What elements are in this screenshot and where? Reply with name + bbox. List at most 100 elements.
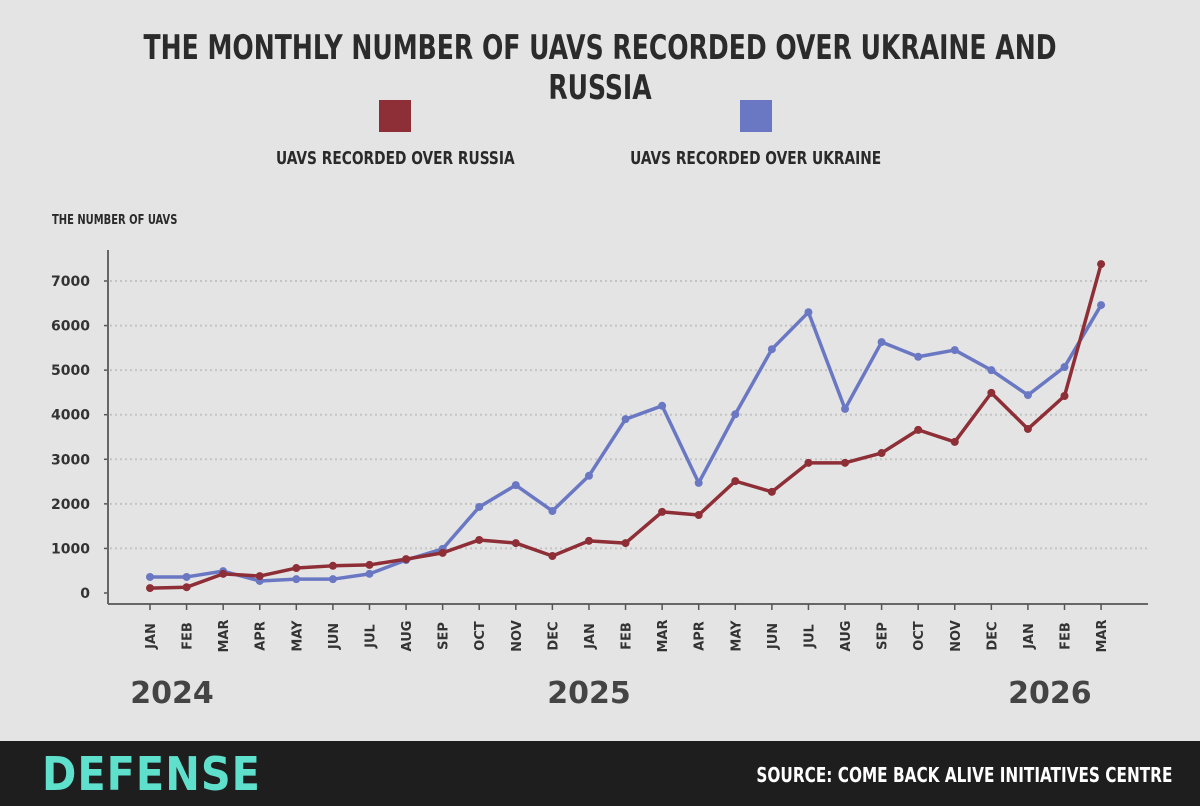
data-point	[804, 308, 813, 317]
data-point	[584, 536, 593, 545]
data-point	[914, 425, 923, 434]
data-point	[548, 506, 557, 515]
y-tick-label: 1000	[51, 541, 90, 557]
data-point	[987, 388, 996, 397]
x-tick-label: APR	[254, 621, 269, 651]
x-tick-label: DEC	[546, 621, 561, 650]
legend-label-russia: UAVS RECORDED OVER RUSSIA	[276, 148, 515, 169]
data-point	[914, 352, 923, 361]
data-point	[804, 458, 813, 467]
data-point	[1060, 391, 1069, 400]
data-point	[1097, 260, 1106, 269]
year-label: 2025	[547, 676, 631, 711]
data-point	[511, 539, 520, 548]
x-tick-label: SEP	[437, 622, 452, 650]
data-point	[511, 481, 520, 490]
data-point	[877, 449, 886, 458]
data-point	[255, 572, 264, 581]
x-tick-label: AUG	[400, 621, 415, 652]
legend-swatch-ukraine	[739, 100, 772, 132]
data-point	[328, 561, 337, 570]
data-point	[475, 535, 484, 544]
data-point	[987, 366, 996, 375]
chart-title: THE MONTHLY NUMBER OF UAVS RECORDED OVER…	[143, 28, 1057, 108]
data-point	[877, 338, 886, 347]
y-tick-label: 3000	[51, 452, 90, 468]
x-tick-label: OCT	[473, 621, 488, 651]
year-label: 2026	[1008, 676, 1092, 711]
legend-label-ukraine: UAVS RECORDED OVER UKRAINE	[630, 148, 882, 169]
data-point	[584, 471, 593, 480]
data-point	[365, 569, 374, 578]
data-point	[365, 560, 374, 569]
year-label: 2024	[130, 676, 214, 711]
x-tick-label: APR	[693, 621, 708, 651]
data-point	[694, 478, 703, 487]
data-point	[1060, 363, 1069, 372]
x-tick-label: MAY	[729, 620, 744, 652]
data-point	[767, 487, 776, 496]
x-tick-label: AUG	[839, 621, 854, 652]
data-point	[219, 569, 228, 578]
data-point	[621, 415, 630, 424]
x-tick-label: JAN	[1022, 623, 1037, 650]
x-tick-label: JUN	[327, 623, 342, 650]
data-point	[182, 583, 191, 592]
y-axis-label: THE NUMBER OF UAVS	[52, 213, 178, 228]
data-point	[475, 502, 484, 511]
x-tick-label: NOV	[949, 620, 964, 652]
y-tick-label: 7000	[51, 274, 90, 290]
data-point	[438, 548, 447, 557]
data-point	[731, 410, 740, 419]
y-tick-label: 2000	[51, 497, 90, 513]
x-tick-label: JAN	[583, 623, 598, 650]
y-tick-label: 4000	[51, 408, 90, 424]
y-tick-label: 5000	[51, 363, 90, 379]
x-tick-label: MAR	[217, 619, 232, 652]
data-point	[841, 404, 850, 413]
x-tick-label: NOV	[510, 620, 525, 652]
x-tick-label: MAY	[290, 620, 305, 652]
legend-swatch-russia	[379, 100, 412, 132]
x-tick-label: JAN	[144, 623, 159, 650]
x-tick-label: JUL	[802, 624, 817, 649]
x-tick-label: JUL	[363, 624, 378, 649]
line-chart: 0 1000 2000 3000 4000 5000 6000 7000 JAN FEB MAR AP…	[51, 250, 1148, 711]
x-tick-label: FEB	[1059, 622, 1074, 650]
x-tick-label: JUN	[766, 623, 781, 650]
y-tick-label: 0	[80, 586, 90, 602]
data-point	[548, 552, 557, 561]
data-point	[658, 507, 667, 516]
data-point	[621, 539, 630, 548]
legend-item-russia: UAVS RECORDED OVER RUSSIA	[255, 100, 536, 169]
data-point	[292, 575, 301, 584]
data-point	[1097, 301, 1106, 310]
footer: DEFENSE SOURCE: COME BACK ALIVE INITIATI…	[0, 741, 1200, 806]
x-tick-label: OCT	[912, 621, 927, 651]
data-point	[694, 511, 703, 519]
data-point	[146, 584, 154, 593]
data-point	[950, 437, 959, 446]
x-tick-label: MAR	[656, 619, 671, 652]
x-tick-label: MAR	[1095, 619, 1110, 652]
x-tick-label: SEP	[876, 622, 891, 650]
data-point	[731, 477, 740, 486]
data-point	[1023, 424, 1032, 433]
x-tick-label: FEB	[620, 622, 635, 650]
data-point	[292, 564, 301, 573]
x-tick-label: DEC	[985, 621, 1000, 650]
data-point	[950, 346, 959, 355]
defense-logo: DEFENSE	[42, 747, 261, 801]
data-point	[1023, 391, 1032, 400]
data-point	[182, 572, 191, 581]
data-point	[767, 345, 776, 354]
y-tick-label: 6000	[51, 319, 90, 335]
data-point	[328, 575, 337, 584]
legend-item-ukraine: UAVS RECORDED OVER UKRAINE	[608, 100, 903, 169]
data-point	[146, 572, 154, 581]
source-note: SOURCE: COME BACK ALIVE INITIATIVES CENT…	[756, 763, 1172, 787]
data-point	[658, 401, 667, 410]
data-point	[841, 458, 850, 467]
x-tick-label: FEB	[181, 622, 196, 650]
data-point	[402, 555, 411, 564]
